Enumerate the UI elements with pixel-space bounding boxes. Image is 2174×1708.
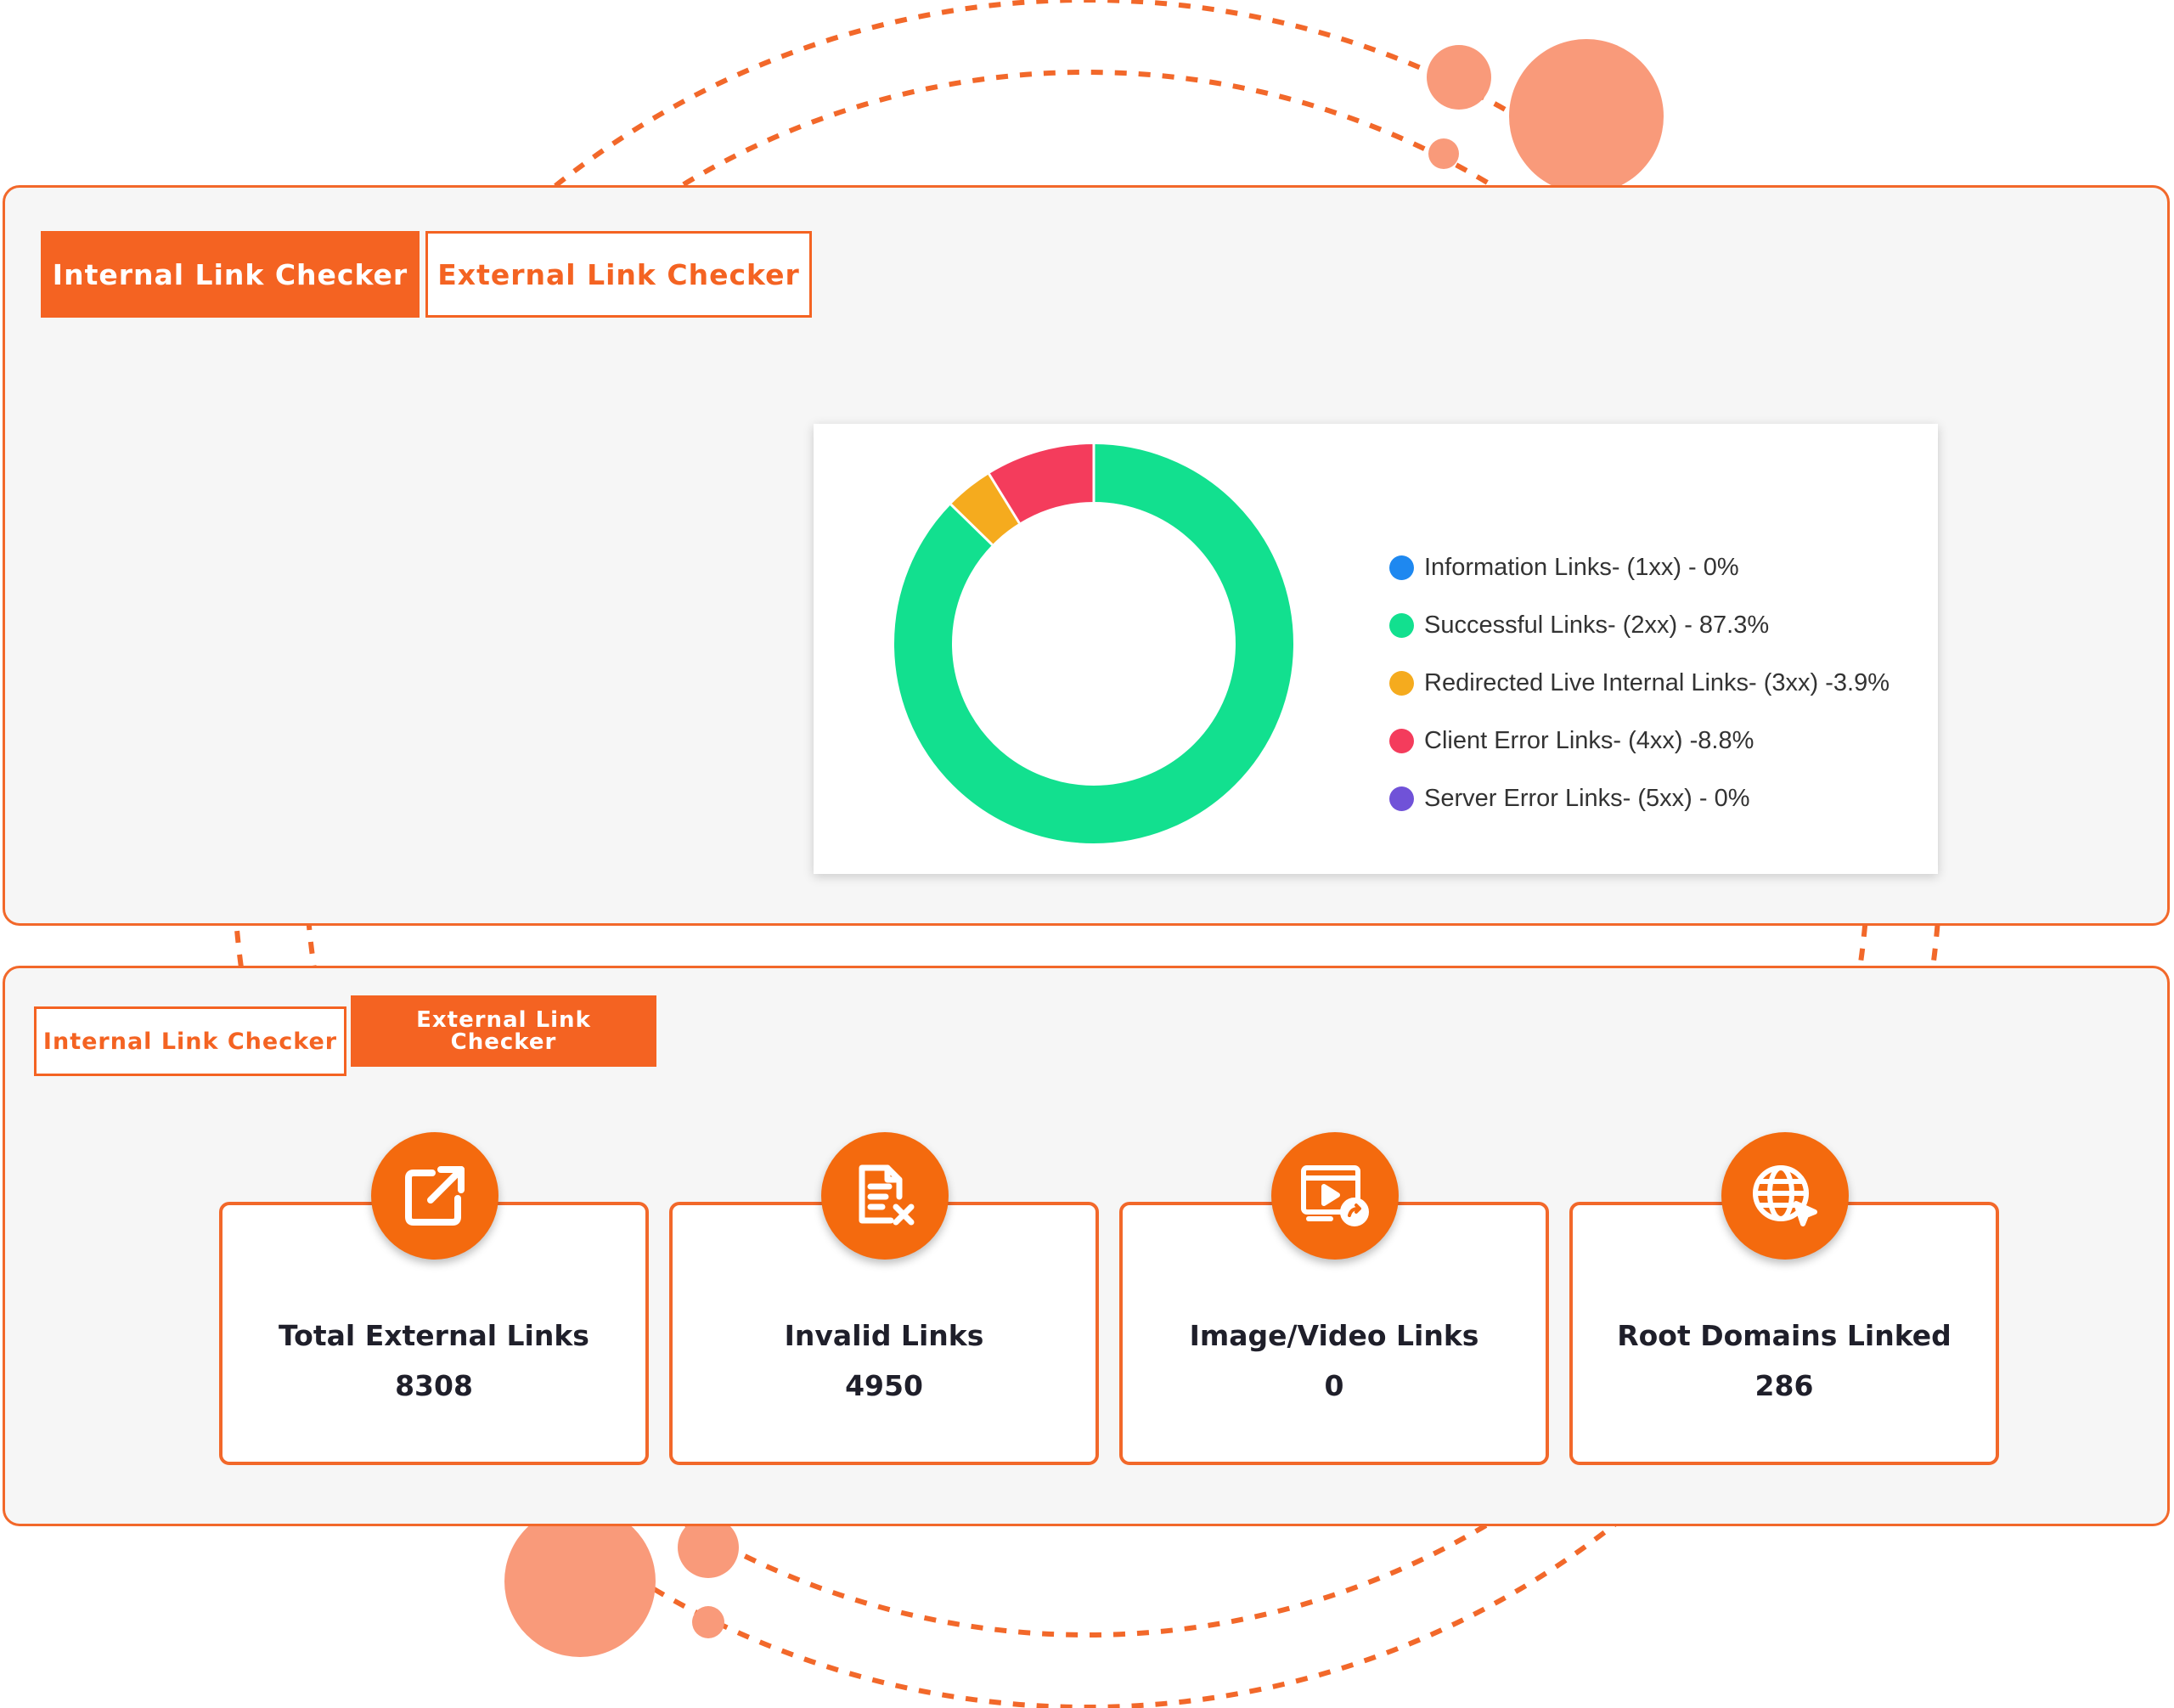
tab-internal-link-checker[interactable]: Internal Link Checker xyxy=(34,1006,346,1076)
stat-value: 8308 xyxy=(395,1369,473,1402)
tab-external-link-checker[interactable]: External Link Checker xyxy=(351,995,656,1067)
legend-swatch xyxy=(1389,670,1414,696)
stat-label: Image/Video Links xyxy=(1189,1319,1479,1352)
legend-item[interactable]: Redirected Live Internal Links- (3xx) -3… xyxy=(1389,654,1890,712)
external-link-icon xyxy=(371,1132,498,1260)
stat-card-invalid-links: Invalid Links 4950 xyxy=(669,1132,1099,1465)
legend-label: Client Error Links- (4xx) -8.8% xyxy=(1424,726,1754,754)
stat-value: 0 xyxy=(1324,1369,1344,1402)
legend-item[interactable]: Client Error Links- (4xx) -8.8% xyxy=(1389,712,1890,769)
legend-swatch xyxy=(1389,728,1414,753)
stat-label: Invalid Links xyxy=(784,1319,984,1352)
legend-swatch xyxy=(1389,786,1414,811)
legend-label: Successful Links- (2xx) - 87.3% xyxy=(1424,611,1770,639)
legend-label: Information Links- (1xx) - 0% xyxy=(1424,553,1739,581)
stat-value: 286 xyxy=(1754,1369,1814,1402)
decor-circle-small xyxy=(1427,45,1491,110)
internal-link-checker-panel: Internal Link Checker External Link Chec… xyxy=(3,185,2170,926)
decor-circle-small-bottom xyxy=(678,1517,739,1578)
stat-card-total-external-links: Total External Links 8308 xyxy=(219,1132,649,1465)
link-status-chart-card: Information Links- (1xx) - 0% Successful … xyxy=(814,424,1938,874)
legend-label: Redirected Live Internal Links- (3xx) -3… xyxy=(1424,668,1890,696)
decor-circle-large xyxy=(1509,39,1664,194)
media-link-icon xyxy=(1271,1132,1399,1260)
slice-separator xyxy=(988,473,1021,524)
chart-legend: Information Links- (1xx) - 0% Successful … xyxy=(1389,538,1890,827)
stat-label: Root Domains Linked xyxy=(1617,1319,1952,1352)
slice-separator xyxy=(949,503,994,546)
legend-swatch xyxy=(1389,612,1414,638)
external-link-checker-panel: Internal Link Checker External Link Chec… xyxy=(3,966,2170,1526)
decor-circle-tiny-bottom xyxy=(692,1606,724,1638)
legend-label: Server Error Links- (5xx) - 0% xyxy=(1424,784,1750,812)
decor-circle-large-bottom xyxy=(504,1506,656,1657)
legend-item[interactable]: Information Links- (1xx) - 0% xyxy=(1389,538,1890,596)
stat-value: 4950 xyxy=(845,1369,923,1402)
stat-card-root-domains-linked: Root Domains Linked 286 xyxy=(1569,1132,1999,1465)
stat-card-image-video-links: Image/Video Links 0 xyxy=(1119,1132,1549,1465)
legend-item[interactable]: Server Error Links- (5xx) - 0% xyxy=(1389,769,1890,827)
link-status-donut-chart xyxy=(894,444,1293,843)
decor-circle-tiny xyxy=(1428,138,1459,169)
invalid-document-icon xyxy=(821,1132,949,1260)
tab-internal-link-checker[interactable]: Internal Link Checker xyxy=(41,231,420,318)
tab-external-link-checker[interactable]: External Link Checker xyxy=(425,231,812,318)
stat-label: Total External Links xyxy=(279,1319,589,1352)
legend-swatch xyxy=(1389,555,1414,580)
legend-item[interactable]: Successful Links- (2xx) - 87.3% xyxy=(1389,596,1890,654)
globe-cursor-icon xyxy=(1721,1132,1849,1260)
